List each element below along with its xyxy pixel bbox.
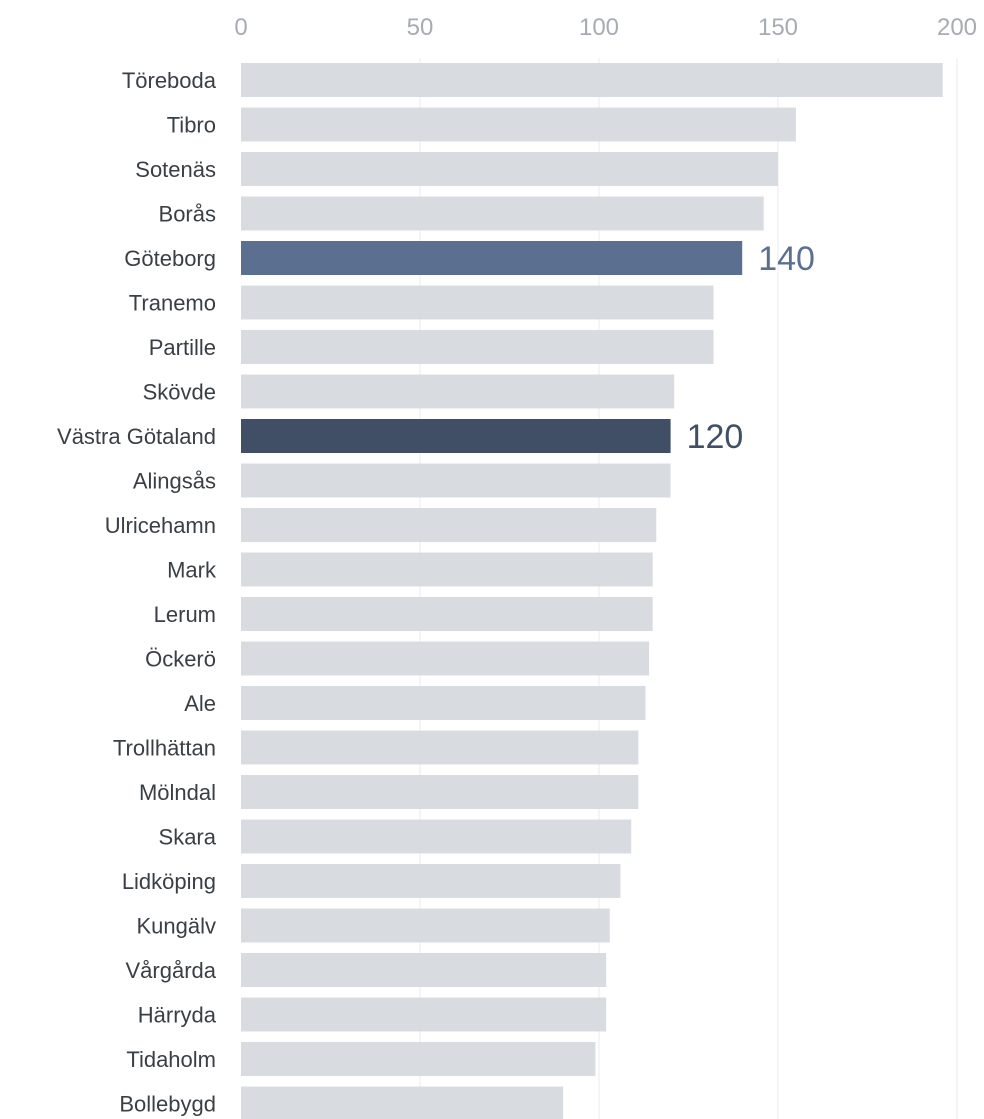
bars — [241, 63, 943, 1119]
category-label: Vårgårda — [125, 958, 216, 983]
category-label: Göteborg — [124, 246, 216, 271]
bar — [241, 552, 653, 587]
category-label: Tidaholm — [126, 1047, 216, 1072]
x-tick-label: 0 — [234, 14, 247, 41]
category-label: Töreboda — [122, 68, 217, 93]
bar — [241, 997, 607, 1032]
category-label: Mark — [167, 558, 217, 583]
bar — [241, 641, 650, 676]
category-label: Lerum — [154, 602, 216, 627]
bar — [241, 864, 621, 898]
data-label: 140 — [758, 240, 815, 278]
bar — [241, 597, 653, 631]
bar — [241, 819, 632, 854]
category-label: Lidköping — [122, 869, 216, 894]
grid-lines — [419, 58, 958, 1119]
category-label: Trollhättan — [113, 736, 216, 761]
bar — [241, 241, 743, 275]
bar — [241, 419, 671, 453]
bar — [241, 686, 646, 720]
category-label: Borås — [159, 202, 216, 227]
bar — [241, 1086, 564, 1119]
category-label: Skövde — [143, 380, 216, 405]
bar — [241, 63, 943, 97]
x-tick-label: 50 — [407, 14, 434, 41]
category-label: Alingsås — [133, 469, 216, 494]
bar — [241, 1042, 596, 1076]
bar — [241, 730, 639, 765]
category-label: Ale — [184, 691, 216, 716]
category-label: Partille — [149, 335, 216, 360]
category-label: Sotenäs — [135, 157, 216, 182]
category-label: Tranemo — [129, 291, 216, 316]
x-tick-label: 100 — [579, 14, 619, 41]
category-label: Ulricehamn — [105, 513, 216, 538]
category-label: Tibro — [167, 113, 216, 138]
bar — [241, 107, 796, 142]
category-label: Skara — [159, 825, 217, 850]
category-label: Kungälv — [136, 914, 216, 939]
x-axis-ticks: 0 50 100 150 200 — [234, 14, 977, 41]
x-tick-label: 150 — [758, 14, 798, 41]
x-tick-label: 200 — [937, 14, 977, 41]
bar — [241, 908, 610, 943]
bar — [241, 463, 671, 498]
value-labels: 140 120 — [687, 240, 815, 456]
category-label: Öckerö — [145, 647, 216, 672]
category-label: Västra Götaland — [57, 424, 216, 449]
bar — [241, 775, 639, 809]
bar — [241, 374, 675, 409]
category-label: Mölndal — [139, 780, 216, 805]
bar — [241, 152, 778, 186]
category-label: Bollebygd — [119, 1092, 216, 1117]
bar — [241, 196, 764, 231]
bar — [241, 508, 657, 542]
category-label: Härryda — [138, 1003, 217, 1028]
bar — [241, 285, 714, 320]
bar — [241, 330, 714, 364]
bar — [241, 953, 607, 987]
data-label: 120 — [687, 418, 744, 456]
category-labels: Töreboda Tibro Sotenäs Borås Göteborg Tranemo… — [57, 68, 217, 1117]
